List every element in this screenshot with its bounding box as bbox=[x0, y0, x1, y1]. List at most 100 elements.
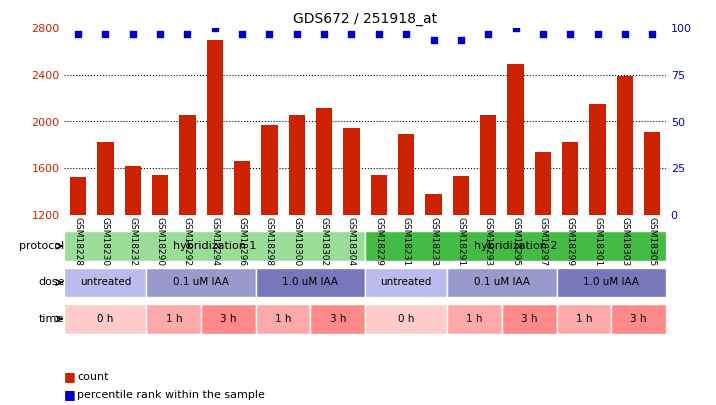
Point bbox=[155, 31, 166, 37]
Text: 1.0 uM IAA: 1.0 uM IAA bbox=[283, 277, 339, 288]
Point bbox=[319, 31, 330, 37]
Text: GSM18304: GSM18304 bbox=[347, 217, 356, 266]
Text: 3 h: 3 h bbox=[329, 314, 346, 324]
Text: GSM18228: GSM18228 bbox=[74, 217, 82, 266]
Text: 3 h: 3 h bbox=[221, 314, 237, 324]
FancyBboxPatch shape bbox=[556, 268, 666, 297]
Text: ■: ■ bbox=[64, 388, 80, 401]
Point bbox=[346, 31, 357, 37]
Title: GDS672 / 251918_at: GDS672 / 251918_at bbox=[293, 12, 437, 26]
Text: ■: ■ bbox=[64, 370, 80, 383]
Text: GSM18232: GSM18232 bbox=[128, 217, 137, 266]
Text: GSM18293: GSM18293 bbox=[484, 217, 493, 266]
FancyBboxPatch shape bbox=[611, 305, 666, 334]
Point bbox=[263, 31, 275, 37]
Text: GSM18298: GSM18298 bbox=[265, 217, 274, 266]
Text: GSM18230: GSM18230 bbox=[101, 217, 110, 266]
Point bbox=[455, 36, 467, 43]
Bar bbox=[125, 166, 141, 215]
FancyBboxPatch shape bbox=[147, 268, 256, 297]
Point bbox=[182, 31, 193, 37]
Text: GSM18297: GSM18297 bbox=[538, 217, 547, 266]
Point bbox=[592, 31, 604, 37]
Text: GSM18303: GSM18303 bbox=[620, 217, 629, 266]
Point bbox=[209, 25, 221, 32]
Text: GSM18291: GSM18291 bbox=[456, 217, 465, 266]
Text: untreated: untreated bbox=[79, 277, 131, 288]
Point bbox=[373, 31, 384, 37]
Bar bbox=[371, 175, 387, 215]
FancyBboxPatch shape bbox=[448, 305, 502, 334]
Text: GSM18300: GSM18300 bbox=[292, 217, 301, 266]
Text: count: count bbox=[77, 372, 109, 382]
Bar bbox=[70, 177, 87, 215]
Text: hybridization 1: hybridization 1 bbox=[173, 241, 256, 251]
Bar bbox=[207, 40, 223, 215]
Bar bbox=[562, 143, 579, 215]
Text: 3 h: 3 h bbox=[521, 314, 538, 324]
Point bbox=[291, 31, 303, 37]
Text: GSM18292: GSM18292 bbox=[183, 217, 192, 266]
FancyBboxPatch shape bbox=[147, 305, 201, 334]
FancyBboxPatch shape bbox=[448, 268, 556, 297]
Text: 1 h: 1 h bbox=[576, 314, 592, 324]
Bar bbox=[480, 115, 496, 215]
Text: dose: dose bbox=[38, 277, 64, 288]
Text: GSM18294: GSM18294 bbox=[211, 217, 219, 266]
Bar bbox=[343, 128, 359, 215]
Text: GSM18290: GSM18290 bbox=[155, 217, 165, 266]
Point bbox=[619, 31, 631, 37]
Text: 1 h: 1 h bbox=[275, 314, 291, 324]
Bar bbox=[508, 64, 523, 215]
Text: 1 h: 1 h bbox=[165, 314, 182, 324]
Bar bbox=[589, 104, 606, 215]
Bar bbox=[535, 152, 551, 215]
Text: 3 h: 3 h bbox=[630, 314, 647, 324]
Text: protocol: protocol bbox=[19, 241, 64, 251]
Text: GSM18301: GSM18301 bbox=[593, 217, 602, 266]
Text: 0 h: 0 h bbox=[398, 314, 415, 324]
Text: 1.0 uM IAA: 1.0 uM IAA bbox=[584, 277, 639, 288]
Point bbox=[127, 31, 138, 37]
FancyBboxPatch shape bbox=[365, 268, 448, 297]
FancyBboxPatch shape bbox=[556, 305, 611, 334]
FancyBboxPatch shape bbox=[64, 231, 365, 261]
Text: 1 h: 1 h bbox=[466, 314, 483, 324]
Text: untreated: untreated bbox=[380, 277, 432, 288]
Text: GSM18233: GSM18233 bbox=[429, 217, 438, 266]
Bar bbox=[616, 76, 633, 215]
Text: hybridization 2: hybridization 2 bbox=[474, 241, 557, 251]
Text: percentile rank within the sample: percentile rank within the sample bbox=[77, 390, 265, 400]
Point bbox=[647, 31, 658, 37]
Text: GSM18295: GSM18295 bbox=[511, 217, 520, 266]
FancyBboxPatch shape bbox=[64, 268, 147, 297]
Point bbox=[400, 31, 412, 37]
Bar bbox=[289, 115, 305, 215]
Point bbox=[537, 31, 548, 37]
Bar bbox=[261, 125, 278, 215]
Point bbox=[483, 31, 494, 37]
FancyBboxPatch shape bbox=[64, 305, 147, 334]
Bar bbox=[179, 115, 195, 215]
Bar bbox=[453, 176, 469, 215]
Text: 0.1 uM IAA: 0.1 uM IAA bbox=[474, 277, 530, 288]
Point bbox=[100, 31, 111, 37]
FancyBboxPatch shape bbox=[201, 305, 256, 334]
Bar bbox=[234, 161, 251, 215]
FancyBboxPatch shape bbox=[365, 231, 666, 261]
Point bbox=[427, 36, 439, 43]
Text: GSM18299: GSM18299 bbox=[566, 217, 575, 266]
Text: GSM18302: GSM18302 bbox=[319, 217, 329, 266]
Text: GSM18296: GSM18296 bbox=[238, 217, 246, 266]
Bar bbox=[425, 194, 442, 215]
Text: 0 h: 0 h bbox=[97, 314, 114, 324]
FancyBboxPatch shape bbox=[256, 305, 311, 334]
FancyBboxPatch shape bbox=[502, 305, 556, 334]
FancyBboxPatch shape bbox=[365, 305, 448, 334]
Text: GSM18305: GSM18305 bbox=[648, 217, 657, 266]
Point bbox=[72, 31, 84, 37]
Text: GSM18231: GSM18231 bbox=[402, 217, 411, 266]
Point bbox=[236, 31, 248, 37]
Text: time: time bbox=[39, 314, 64, 324]
Text: GSM18229: GSM18229 bbox=[374, 217, 383, 266]
